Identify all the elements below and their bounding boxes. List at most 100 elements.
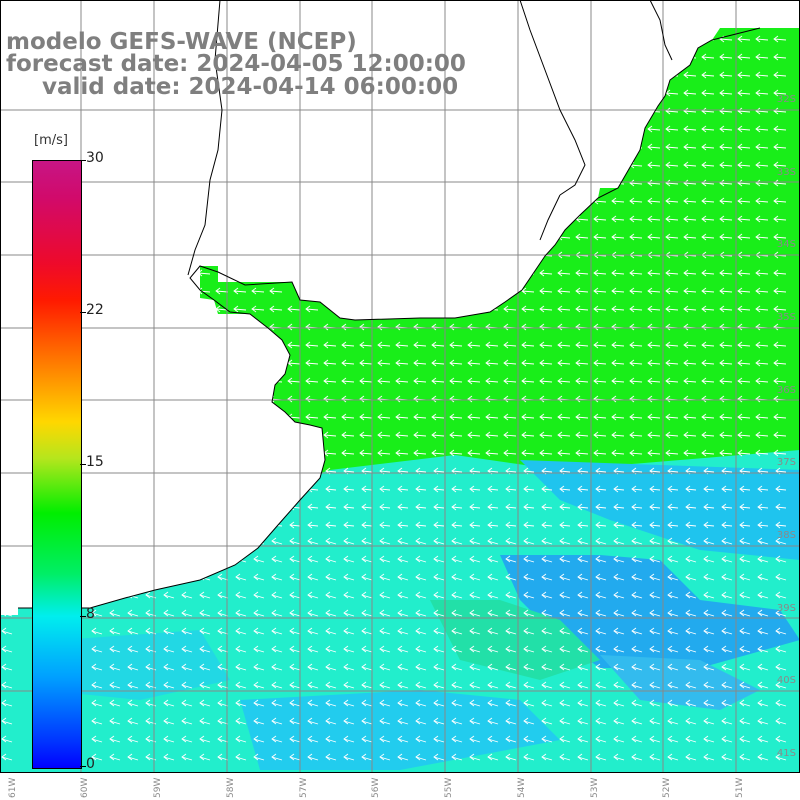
wind-arrow [757, 663, 769, 671]
wind-arrow [343, 591, 355, 599]
wind-arrow [575, 305, 589, 313]
wind-arrow [739, 627, 751, 635]
wind-arrow [503, 413, 517, 421]
wind-arrow [521, 359, 535, 367]
wind-arrow [523, 663, 535, 671]
wind-arrow [325, 591, 337, 599]
wind-arrow [413, 413, 427, 421]
wind-arrow [649, 699, 661, 707]
wind-arrow [469, 521, 481, 529]
wind-arrow [109, 663, 121, 671]
wind-arrow [449, 449, 463, 457]
weak-wind-zone [240, 690, 560, 770]
wind-arrow [557, 431, 571, 439]
wind-arrow [541, 681, 553, 689]
wind-arrow [773, 341, 787, 349]
wind-arrow [449, 341, 463, 349]
wind-arrow [523, 645, 535, 653]
wind-arrow [199, 645, 211, 653]
wind-arrow [163, 681, 175, 689]
wind-arrow [487, 537, 499, 545]
wind-arrow [361, 753, 373, 761]
wind-arrow [647, 431, 661, 439]
wind-arrow [109, 735, 121, 743]
wind-arrow [487, 503, 499, 511]
wind-arrow [557, 449, 571, 457]
wind-arrow [649, 717, 661, 725]
wind-arrow [523, 537, 535, 545]
wind-arrow [719, 431, 733, 439]
wind-arrow [251, 305, 265, 313]
wind-arrow [361, 609, 373, 617]
wind-arrow [739, 521, 751, 529]
wind-arrow [487, 735, 499, 743]
wind-arrow [523, 753, 535, 761]
wind-arrow [199, 627, 211, 635]
wind-arrow [755, 179, 769, 187]
wind-arrow [539, 269, 553, 277]
wind-arrow [181, 627, 193, 635]
wind-arrow [757, 503, 769, 511]
wind-arrow [199, 609, 211, 617]
wind-arrow [341, 449, 355, 457]
wind-arrow [359, 359, 373, 367]
wind-arrow [721, 699, 733, 707]
wind-arrow [395, 377, 409, 385]
wind-arrow [163, 645, 175, 653]
wind-arrow [521, 431, 535, 439]
wind-arrow [325, 521, 337, 529]
wind-arrow [755, 197, 769, 205]
wind-arrow [577, 681, 589, 689]
wind-arrow [379, 663, 391, 671]
wind-arrow [469, 485, 481, 493]
wind-arrow [541, 753, 553, 761]
wind-arrow [415, 521, 427, 529]
wind-arrow [163, 717, 175, 725]
wind-arrow [703, 555, 715, 563]
wind-arrow [737, 233, 751, 241]
wind-arrow [649, 753, 661, 761]
wind-arrow [721, 573, 733, 581]
wind-arrow [667, 503, 679, 511]
wind-arrow [505, 591, 517, 599]
wind-arrow [559, 555, 571, 563]
wind-arrow [557, 341, 571, 349]
wind-arrow [449, 377, 463, 385]
wind-arrow [577, 735, 589, 743]
wind-arrow [359, 431, 373, 439]
wind-arrow [1, 681, 13, 689]
wind-arrow [395, 413, 409, 421]
country-border [187, 0, 223, 276]
wind-arrow [667, 663, 679, 671]
wind-arrow [377, 359, 391, 367]
wind-arrow [523, 503, 535, 511]
wind-arrow [505, 717, 517, 725]
wind-arrow [433, 645, 445, 653]
wind-arrow [521, 449, 535, 457]
wind-arrow [91, 627, 103, 635]
wind-arrow [737, 89, 751, 97]
wind-arrow [773, 107, 787, 115]
wind-arrow [541, 521, 553, 529]
wind-arrow [595, 521, 607, 529]
wind-arrow [415, 609, 427, 617]
wind-arrow [109, 681, 121, 689]
lon-label: 56W [371, 777, 381, 798]
wind-arrow [577, 645, 589, 653]
wind-arrow [685, 717, 697, 725]
wind-arrow [163, 627, 175, 635]
wind-arrow [577, 753, 589, 761]
wind-arrow [701, 71, 715, 79]
wind-arrow [611, 377, 625, 385]
wind-arrow [595, 609, 607, 617]
wind-arrow [737, 287, 751, 295]
wind-arrow [343, 735, 355, 743]
wind-arrow [1, 609, 13, 617]
wind-arrow [721, 663, 733, 671]
wind-arrow [595, 555, 607, 563]
wind-arrow [503, 305, 517, 313]
wind-arrow [289, 591, 301, 599]
wind-arrow [649, 573, 661, 581]
wind-arrow [575, 341, 589, 349]
wind-arrow [577, 503, 589, 511]
